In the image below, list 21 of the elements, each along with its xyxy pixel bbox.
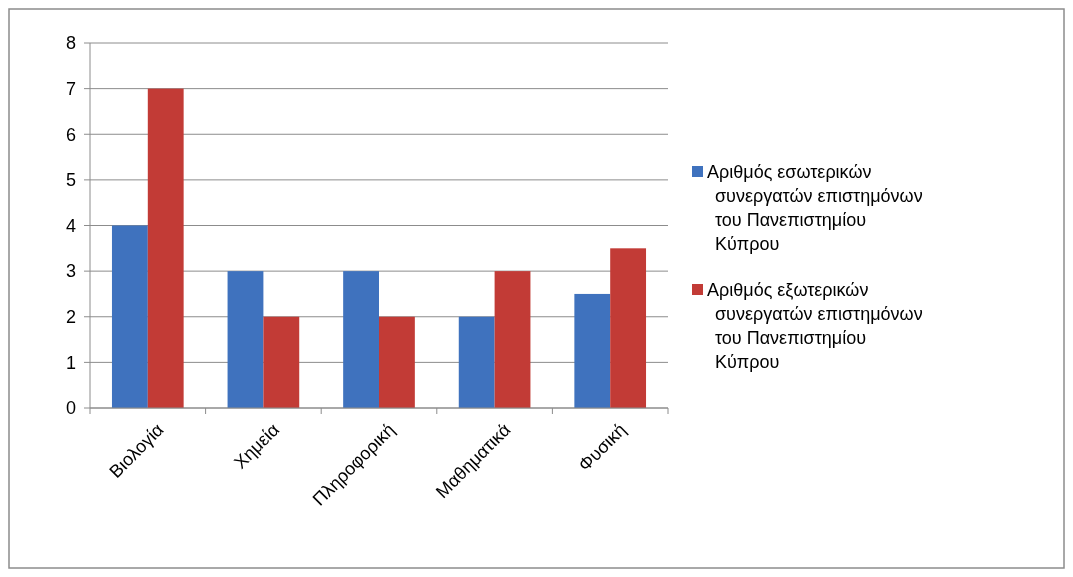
legend-label: Αριθμός εσωτερικών συνεργατών επιστημόνων του Πανεπιστημίου Κύπρου <box>707 162 923 254</box>
y-tick-label: 7 <box>65 78 76 99</box>
legend-label: Αριθμός εξωτερικών συνεργατών επιστημόνων του Πανεπιστημίου Κύπρου <box>707 280 923 372</box>
bar <box>458 316 495 408</box>
y-tick-label: 4 <box>65 215 76 236</box>
y-tick-label: 2 <box>65 307 76 328</box>
bar <box>610 248 647 408</box>
y-tick-label: 1 <box>65 352 76 373</box>
y-tick-label: 6 <box>65 124 76 145</box>
bar <box>263 316 300 408</box>
y-tick-label: 5 <box>65 170 76 191</box>
y-tick-label: 8 <box>65 33 76 54</box>
bar <box>343 271 379 408</box>
bar <box>379 316 415 408</box>
bar <box>227 271 264 408</box>
y-tick-label: 0 <box>65 398 76 419</box>
bar <box>574 293 611 408</box>
bar <box>494 271 531 408</box>
y-tick-label: 3 <box>65 261 76 282</box>
bar <box>147 88 184 408</box>
bar <box>111 225 148 408</box>
